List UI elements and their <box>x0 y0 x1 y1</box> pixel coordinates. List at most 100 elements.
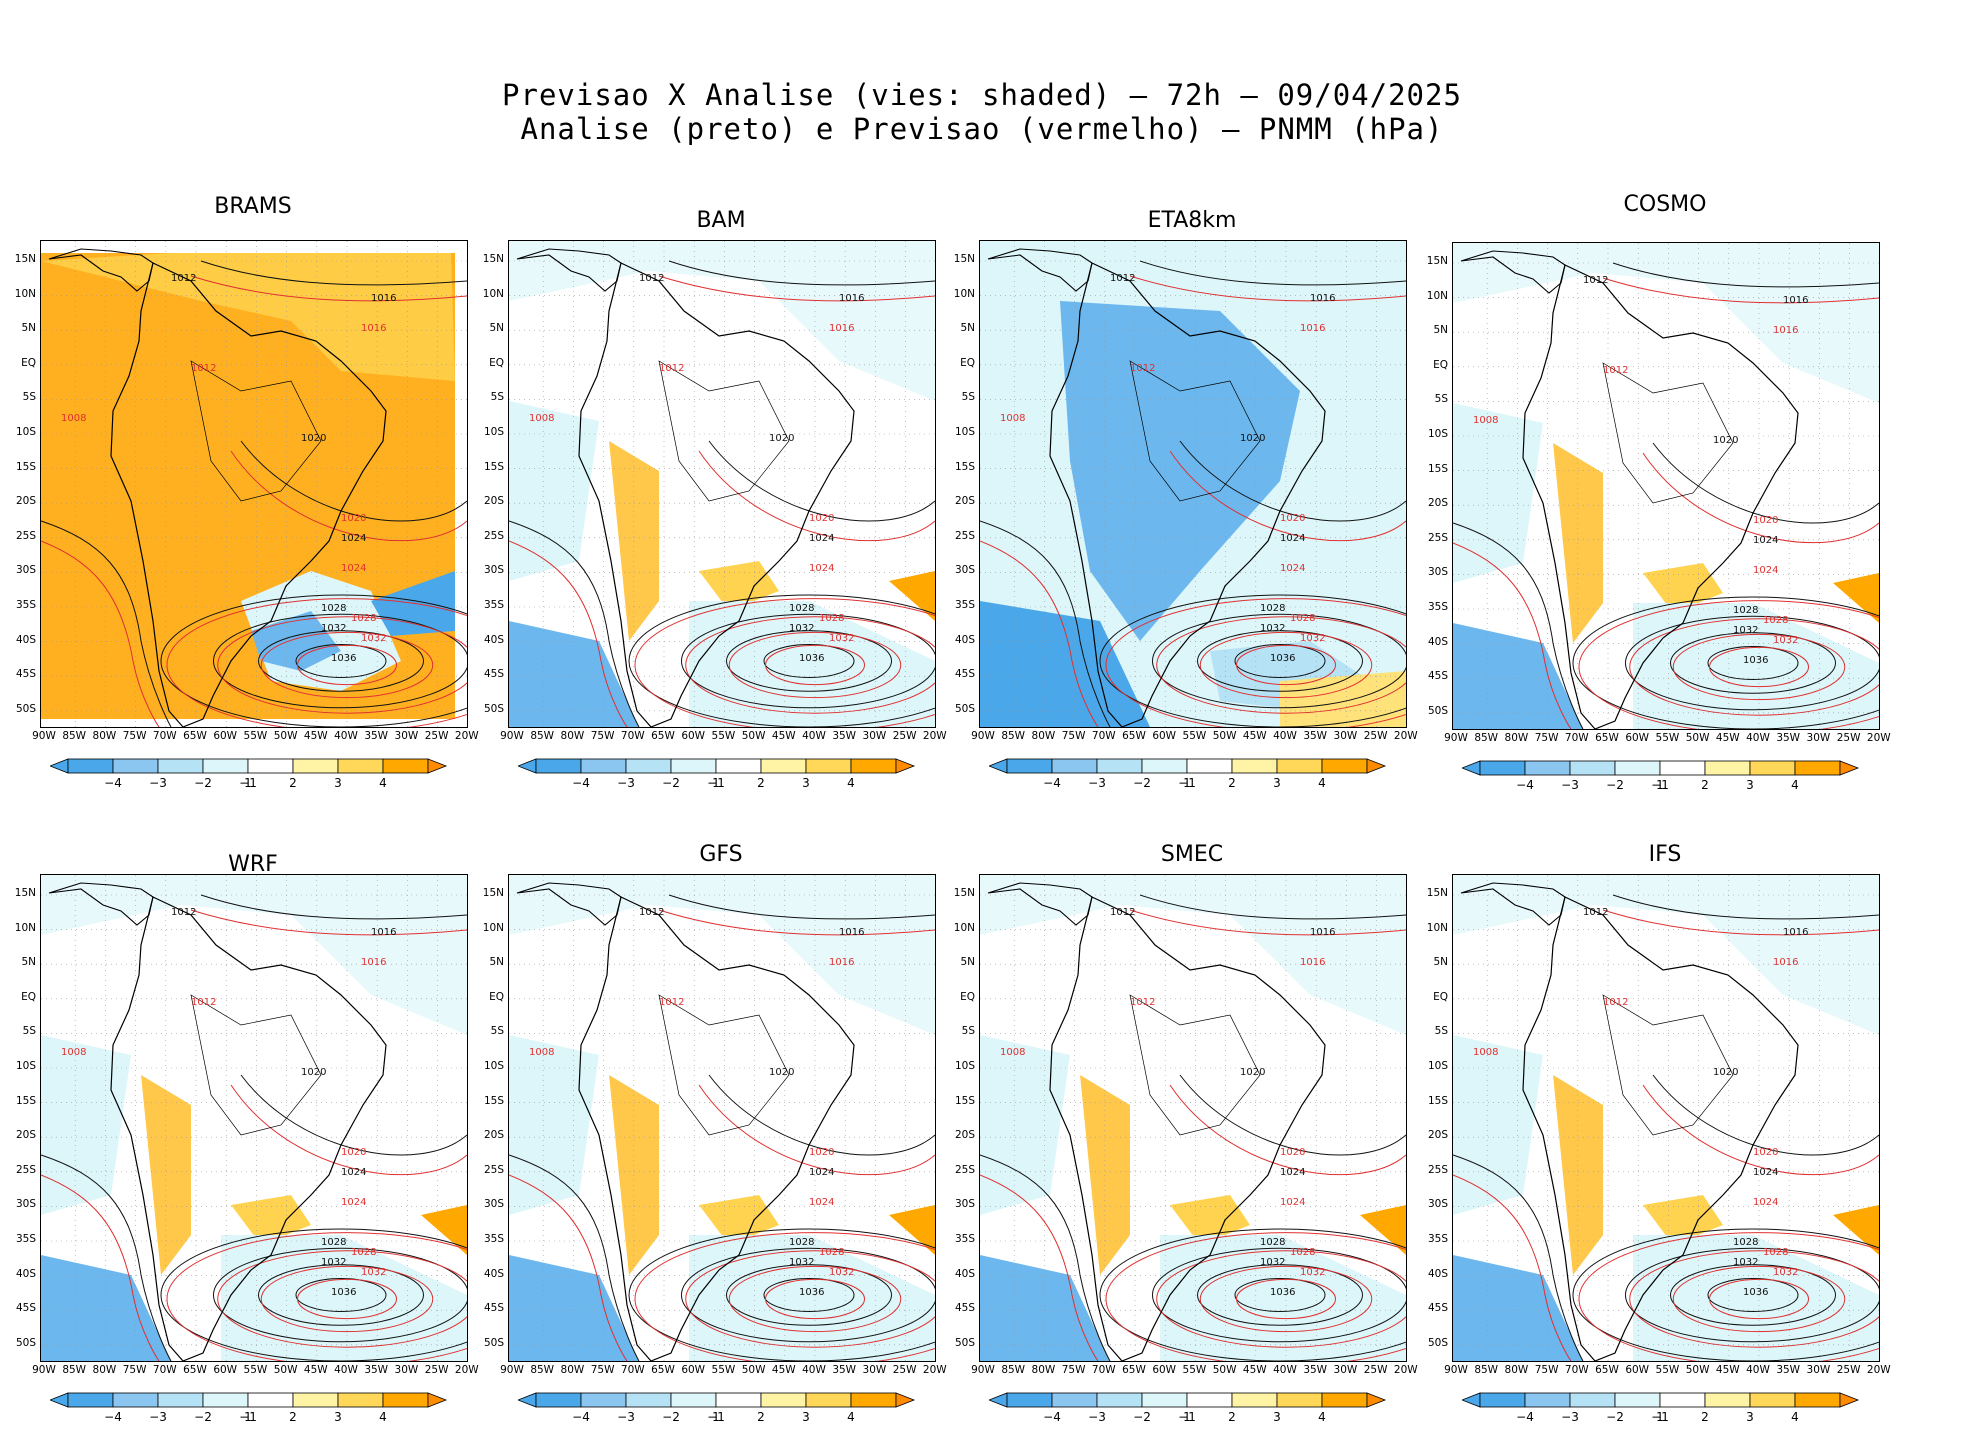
forecast-pressure-label: 1028 <box>351 613 376 624</box>
bias-patch <box>41 875 467 1035</box>
analysis-pressure-label: 1024 <box>1280 533 1305 544</box>
central-america-outline <box>516 882 622 926</box>
colorbar-label: −3 <box>1561 1410 1579 1424</box>
latitude-label: 10N <box>1426 289 1448 302</box>
latitude-label: 25S <box>15 529 36 542</box>
analysis-pressure-label: 1024 <box>809 1167 834 1178</box>
central-america-outline <box>1460 882 1566 926</box>
latitude-label: 20S <box>483 495 504 508</box>
colorbar: −4 −3 −2 −1 1 2 3 4 <box>989 758 1399 798</box>
forecast-pressure-label: 1032 <box>1773 1267 1798 1278</box>
forecast-pressure-label: 1028 <box>819 613 844 624</box>
longitude-label: 40W <box>1273 730 1297 742</box>
longitude-label: 30W <box>394 730 419 742</box>
analysis-isobar <box>1152 1247 1406 1343</box>
forecast-pressure-label: 1020 <box>341 1147 366 1158</box>
longitude-label: 60W <box>1152 1364 1177 1376</box>
forecast-isobar <box>728 631 902 699</box>
latitude-label: 50S <box>15 702 36 715</box>
latitude-label: 10N <box>482 287 504 300</box>
forecast-isobar <box>728 1265 902 1333</box>
analysis-isobar <box>160 1228 467 1361</box>
forecast-isobar <box>1453 542 1572 729</box>
colorbar-label: 1 <box>1183 776 1191 790</box>
central-america-outline <box>516 248 622 292</box>
forecast-isobar <box>1709 1278 1809 1320</box>
colorbar-label: 4 <box>1791 1410 1799 1424</box>
longitude-label: 80W <box>560 1364 585 1376</box>
forecast-isobar <box>41 1174 160 1361</box>
map-frame: 1012 1016 1020 1024 1028 1032 1036 1008 1012 1016… <box>40 240 468 728</box>
bias-patch <box>689 601 935 727</box>
colorbar-label: −1 <box>707 1410 725 1424</box>
bias-patch <box>1060 301 1300 641</box>
colorbar-label: 4 <box>847 776 855 790</box>
colorbar-segment <box>805 1392 852 1408</box>
longitude-label: 60W <box>681 730 706 742</box>
colorbar-segment <box>1749 1392 1796 1408</box>
colorbar-label: 3 <box>1746 778 1754 792</box>
analysis-isobar <box>1625 615 1879 711</box>
central-america-outline <box>987 248 1093 292</box>
analysis-isobar <box>980 1154 1111 1361</box>
longitude-label: 55W <box>243 730 268 742</box>
latitude-label: 30S <box>15 1198 36 1211</box>
longitude-label: 35W <box>832 730 857 742</box>
longitude-label: 65W <box>1595 732 1619 744</box>
longitude-label: 45W <box>771 1364 796 1376</box>
forecast-pressure-label: 1024 <box>1280 1197 1305 1208</box>
longitude-label: 75W <box>1534 1364 1559 1376</box>
colorbar-label: 3 <box>334 776 342 790</box>
latitude-label: 10N <box>1426 921 1448 934</box>
analysis-isobar <box>1197 1264 1363 1326</box>
colorbar-segment <box>1186 758 1233 774</box>
analysis-pressure-label: 1036 <box>1270 1287 1295 1298</box>
latitude-label: 30S <box>954 1198 975 1211</box>
bias-patch <box>251 611 341 671</box>
forecast-isobar <box>1199 631 1373 699</box>
forecast-isobar <box>217 616 467 714</box>
bias-patch <box>1643 563 1723 613</box>
latitude-label: 15N <box>14 887 36 899</box>
country-borders <box>1602 362 1734 504</box>
colorbar-label: 3 <box>802 1410 810 1424</box>
longitude-label: 30W <box>862 1364 887 1376</box>
latitude-label: EQ <box>960 990 975 1003</box>
latitude-label: 15S <box>15 1094 36 1107</box>
forecast-pressure-label: 1008 <box>1000 413 1025 424</box>
forecast-pressure-label: 1008 <box>1000 1047 1025 1058</box>
latitude-label: 35S <box>954 599 975 611</box>
longitude-label: 85W <box>1001 1364 1026 1376</box>
longitude-label: 45W <box>303 730 328 742</box>
colorbar: −4 −3 −2 −1 1 2 3 4 <box>50 1392 460 1432</box>
forecast-pressure-label: 1032 <box>829 633 854 644</box>
bias-patch <box>1360 1205 1406 1255</box>
colorbar-label: 3 <box>1746 1410 1754 1424</box>
longitude-label: 85W <box>62 730 87 742</box>
forecast-isobar <box>980 540 1099 727</box>
forecast-isobar <box>41 540 160 727</box>
longitude-label: 45W <box>1715 1364 1740 1376</box>
analysis-pressure-label: 1028 <box>321 603 346 614</box>
bias-patch <box>1833 1205 1879 1255</box>
latitude-label: 5N <box>1433 324 1448 337</box>
analysis-pressure-label: 1016 <box>839 293 864 304</box>
longitude-label: 90W <box>32 1364 56 1376</box>
longitude-label: 40W <box>1746 732 1770 744</box>
bias-patch <box>1170 1195 1250 1245</box>
south-america-outline <box>110 262 387 727</box>
bias-map: 1012 1016 1020 1024 1028 1032 1036 1008 1012 1016… <box>41 241 467 727</box>
forecast-pressure-label: 1032 <box>361 633 386 644</box>
forecast-isobar <box>1129 909 1406 936</box>
forecast-isobar <box>1169 1084 1406 1176</box>
forecast-isobar <box>698 1084 935 1176</box>
analysis-pressure-label: 1016 <box>371 293 396 304</box>
colorbar-segment <box>1321 758 1368 774</box>
analysis-isobar <box>1572 1228 1879 1361</box>
forecast-isobar <box>1629 1250 1879 1348</box>
longitude-label: 70W <box>152 1364 177 1376</box>
longitude-label: 90W <box>32 730 56 742</box>
latitude-label: 10N <box>953 287 975 300</box>
latitude-label: 15N <box>14 253 36 265</box>
bias-patch <box>1633 603 1879 729</box>
